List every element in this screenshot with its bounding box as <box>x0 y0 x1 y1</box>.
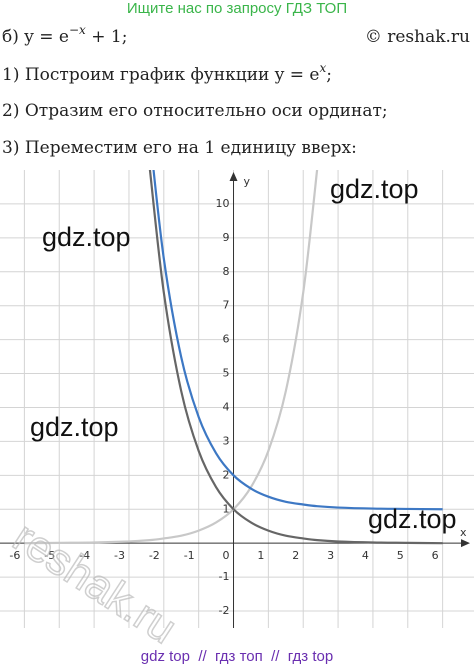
x-tick-label: -6 <box>9 549 20 562</box>
y-arrow <box>229 172 238 181</box>
y-tick-label: 7 <box>223 299 230 312</box>
line-text: 1) Построим график функции y = e <box>2 65 319 85</box>
y-tick-label: 1 <box>223 502 230 515</box>
plot <box>24 170 443 545</box>
line-sup: x <box>319 61 326 75</box>
line-text: 2) Отразим его относительно оси ординат; <box>2 101 388 121</box>
y-tick-label: 3 <box>223 434 230 447</box>
x-tick-label: -4 <box>79 549 90 562</box>
y-tick-label: 9 <box>223 231 230 244</box>
x-tick-label: 0 <box>223 549 230 562</box>
footer: gdz top // гдз топ // гдз top <box>141 648 333 665</box>
y-tick-label: -2 <box>219 604 230 617</box>
y-tick-label: -1 <box>219 570 230 583</box>
x-tick-label: -1 <box>184 549 195 562</box>
x-tick-label: 5 <box>397 549 404 562</box>
curve <box>148 170 443 545</box>
y-tick-label: 6 <box>223 333 230 346</box>
line-after: ; <box>326 65 332 85</box>
x-tick-label: -2 <box>149 549 160 562</box>
x-tick-label: 4 <box>362 549 369 562</box>
x-tick-label: 1 <box>257 549 264 562</box>
curve <box>152 170 443 511</box>
copyright: © reshak.ru <box>365 27 470 47</box>
text-line: 1) Построим график функции y = ex; <box>2 61 332 85</box>
watermark: reshak.ru <box>5 512 186 653</box>
watermark: gdz.top <box>330 174 419 204</box>
x-arrow <box>461 539 470 548</box>
x-axis-label: x <box>460 526 467 539</box>
watermark: gdz.top <box>42 222 131 252</box>
y-tick-label: 10 <box>216 197 230 210</box>
text-line: б) y = e−x + 1; <box>2 23 127 47</box>
x-tick-label: -5 <box>44 549 55 562</box>
line-text: б) y = e <box>2 27 69 47</box>
y-tick-label: 5 <box>223 367 230 380</box>
curve <box>24 170 319 545</box>
x-tick-label: 6 <box>432 549 439 562</box>
y-tick-label: 8 <box>223 265 230 278</box>
x-tick-label: 3 <box>327 549 334 562</box>
line-sup: −x <box>69 23 86 37</box>
watermark: gdz.top <box>30 412 119 442</box>
line-text: 3) Переместим его на 1 единицу вверх: <box>2 138 357 158</box>
text-line: 3) Переместим его на 1 единицу вверх: <box>2 138 357 158</box>
line-after: + 1; <box>86 27 128 47</box>
y-tick-label: 4 <box>223 400 230 413</box>
y-tick-label: 2 <box>223 468 230 481</box>
banner: Ищите нас по запросу ГДЗ ТОП <box>127 0 347 17</box>
text-line: 2) Отразим его относительно оси ординат; <box>2 101 388 121</box>
x-tick-label: -3 <box>114 549 125 562</box>
y-axis-label: y <box>244 175 251 188</box>
watermark: gdz.top <box>368 504 457 534</box>
x-tick-label: 2 <box>292 549 299 562</box>
